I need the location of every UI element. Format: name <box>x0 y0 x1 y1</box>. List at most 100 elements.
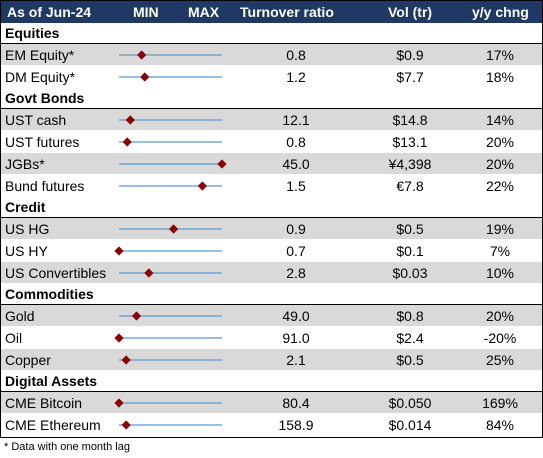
section-heading: Commodities <box>0 284 543 305</box>
header-as-of: As of Jun-24 <box>7 3 92 20</box>
range-marker <box>121 420 131 430</box>
turnover-ratio-value: 80.4 <box>282 394 310 411</box>
range-indicator <box>119 72 222 82</box>
yoy-change-value: 10% <box>485 264 515 281</box>
table-row: Gold 49.0 $0.8 20% <box>0 305 543 327</box>
section-label: Govt Bonds <box>5 90 85 106</box>
table-row: JGBs* 45.0 ¥4,398 20% <box>0 153 543 175</box>
range-indicator <box>119 159 227 169</box>
range-indicator <box>119 420 222 430</box>
turnover-ratio-value: 2.8 <box>286 264 306 281</box>
header-yoy-change: y/y chng <box>472 3 529 20</box>
range-indicator <box>114 246 222 256</box>
yoy-change-value: 19% <box>485 220 515 237</box>
range-indicator <box>119 137 222 147</box>
turnover-ratio-value: 0.9 <box>286 220 306 237</box>
asset-name: EM Equity* <box>5 46 75 63</box>
range-marker <box>168 224 179 234</box>
section-heading: Digital Assets <box>0 371 543 392</box>
range-marker <box>114 333 124 343</box>
table-row: EM Equity* 0.8 $0.9 17% <box>0 44 543 66</box>
asset-name: Oil <box>5 329 23 346</box>
asset-name: Gold <box>5 307 35 324</box>
header-volume: Vol (tr) <box>388 3 433 20</box>
range-marker <box>121 355 131 365</box>
range-indicator <box>114 333 222 343</box>
turnover-ratio-value: 49.0 <box>282 307 310 324</box>
section-heading: Credit <box>0 197 543 218</box>
turnover-ratio-value: 91.0 <box>282 329 310 346</box>
volume-value: $13.1 <box>392 133 428 150</box>
asset-name: UST futures <box>5 133 80 150</box>
section-label: Digital Assets <box>5 373 98 389</box>
volume-value: $0.014 <box>388 416 432 433</box>
header-turnover-ratio: Turnover ratio <box>240 3 334 20</box>
range-marker <box>114 246 124 256</box>
table-header: As of Jun-24 MIN MAX Turnover ratio Vol … <box>0 0 543 23</box>
turnover-ratio-value: 1.2 <box>286 68 306 85</box>
yoy-change-value: 20% <box>485 155 515 172</box>
range-indicator <box>119 181 222 191</box>
range-marker <box>140 72 150 82</box>
asset-name: UST cash <box>5 111 67 128</box>
turnover-ratio-value: 0.8 <box>286 46 306 63</box>
range-marker <box>114 398 124 408</box>
range-indicator <box>119 268 222 278</box>
yoy-change-value: 20% <box>485 133 515 150</box>
header-min: MIN <box>133 3 159 20</box>
table-row: CME Ethereum 158.9 $0.014 84% <box>0 414 543 436</box>
volume-value: $0.050 <box>388 394 432 411</box>
yoy-change-value: 17% <box>485 46 515 63</box>
range-marker <box>131 311 142 321</box>
yoy-change-value: 14% <box>485 111 515 128</box>
section-label: Credit <box>5 199 46 215</box>
table-row: US Convertibles 2.8 $0.03 10% <box>0 262 543 284</box>
volume-value: $0.03 <box>392 264 428 281</box>
asset-name: US HG <box>5 220 50 237</box>
asset-name: US Convertibles <box>5 264 107 281</box>
turnover-ratio-value: 0.8 <box>286 133 306 150</box>
yoy-change-value: 25% <box>485 351 515 368</box>
header-max: MAX <box>188 3 220 20</box>
table-row: US HG 0.9 $0.5 19% <box>0 218 543 240</box>
yoy-change-value: 20% <box>485 307 515 324</box>
asset-name: DM Equity* <box>5 68 76 85</box>
table-row: CME Bitcoin 80.4 $0.050 169% <box>0 392 543 414</box>
range-marker <box>125 115 135 125</box>
table-row: UST cash 12.1 $14.8 14% <box>0 109 543 131</box>
yoy-change-value: 18% <box>485 68 515 85</box>
yoy-change-value: -20% <box>483 329 517 346</box>
turnover-ratio-value: 45.0 <box>282 155 310 172</box>
yoy-change-value: 22% <box>485 177 515 194</box>
yoy-change-value: 7% <box>489 242 511 259</box>
asset-name: Bund futures <box>5 177 85 194</box>
table-row: UST futures 0.8 $13.1 20% <box>0 131 543 153</box>
footnote: * Data with one month lag <box>4 441 130 453</box>
turnover-ratio-value: 12.1 <box>282 111 310 128</box>
liquidity-table: As of Jun-24 MIN MAX Turnover ratio Vol … <box>0 0 543 436</box>
volume-value: $7.7 <box>396 68 424 85</box>
volume-value: $14.8 <box>392 111 428 128</box>
range-marker <box>122 137 132 147</box>
range-marker <box>197 181 208 191</box>
volume-value: $0.9 <box>396 46 424 63</box>
volume-value: $0.5 <box>396 220 424 237</box>
range-indicator <box>119 115 222 125</box>
range-indicator <box>119 355 222 365</box>
yoy-change-value: 84% <box>485 416 515 433</box>
turnover-ratio-value: 158.9 <box>278 416 314 433</box>
asset-name: US HY <box>5 242 48 259</box>
volume-value: $2.4 <box>396 329 424 346</box>
section-label: Equities <box>5 25 60 41</box>
table-row: Bund futures 1.5 €7.8 22% <box>0 175 543 197</box>
range-indicator <box>119 224 222 234</box>
range-marker <box>137 50 147 60</box>
range-marker <box>144 268 154 278</box>
range-indicator <box>119 311 222 321</box>
yoy-change-value: 169% <box>482 394 518 411</box>
turnover-ratio-value: 0.7 <box>286 242 306 259</box>
range-indicator <box>119 50 222 60</box>
volume-value: $0.5 <box>396 351 424 368</box>
asset-name: JGBs* <box>5 155 45 172</box>
asset-name: CME Ethereum <box>5 416 101 433</box>
